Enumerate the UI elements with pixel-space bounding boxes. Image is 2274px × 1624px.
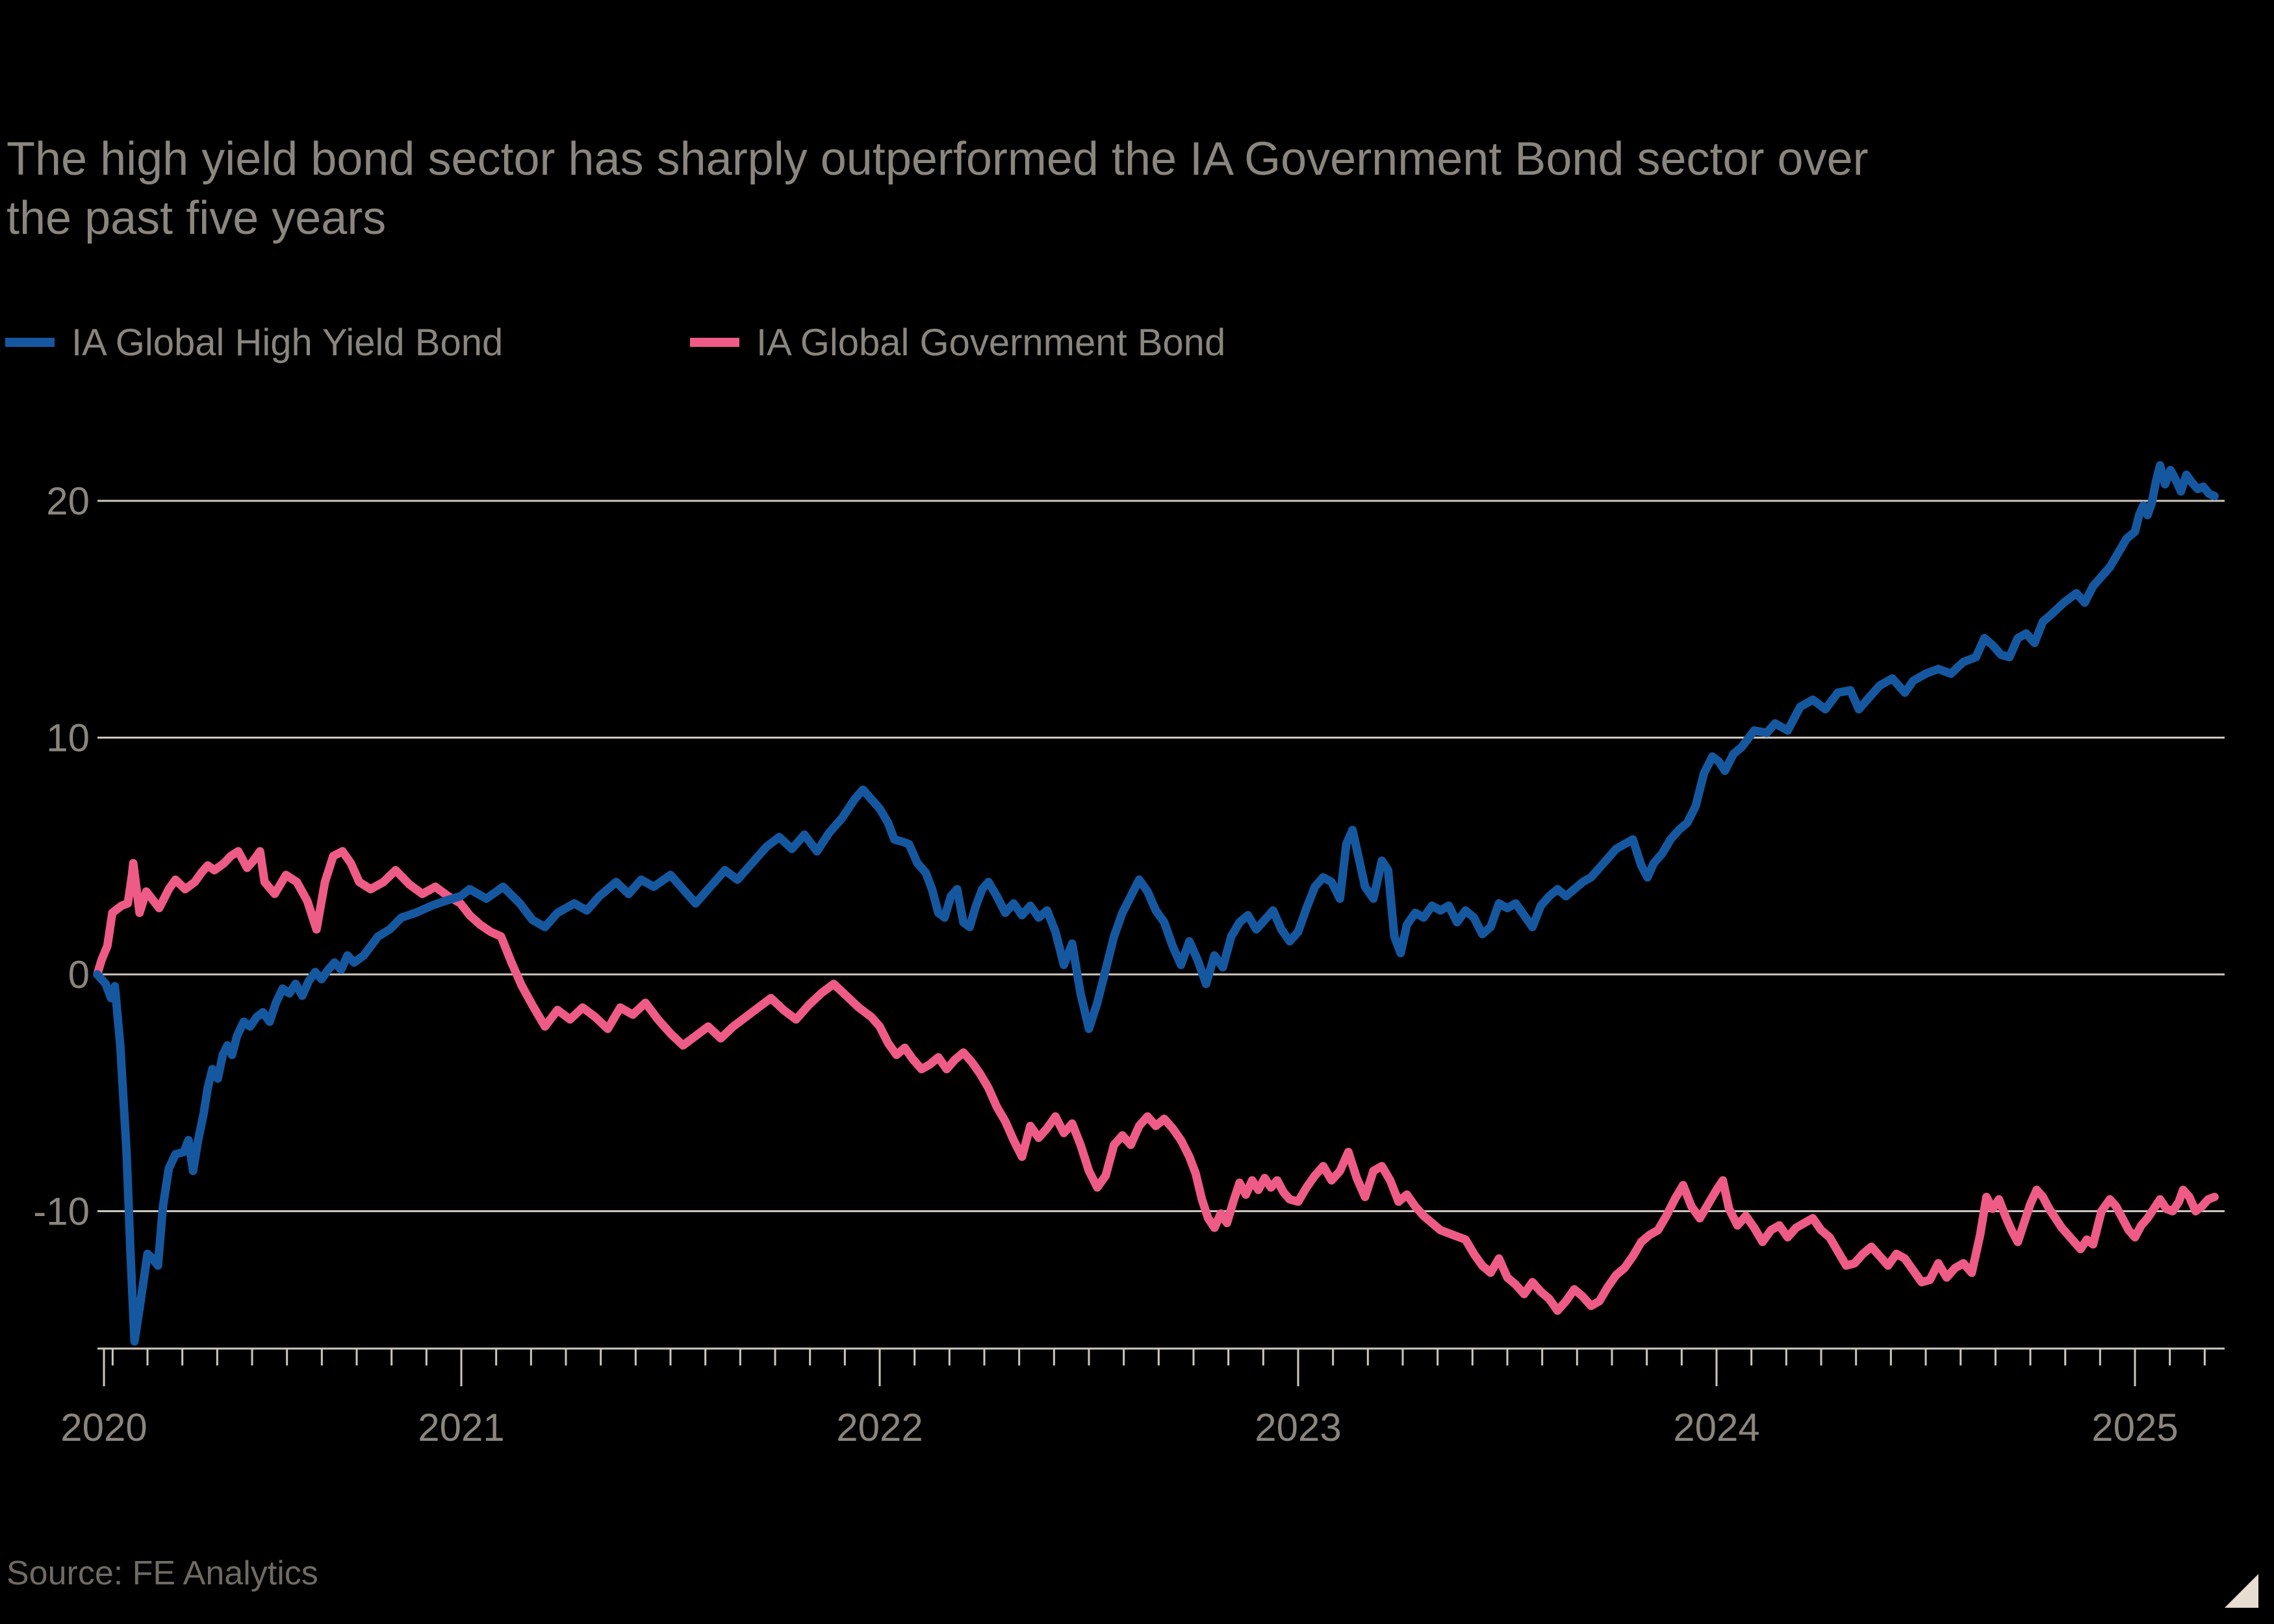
source-credit: Source: FE Analytics (6, 1554, 318, 1592)
legend-swatch-government-icon (690, 338, 739, 347)
y-axis-tick-label: 0 (68, 953, 90, 996)
x-axis-year-label: 2022 (836, 1406, 923, 1449)
series-line-government (93, 847, 2219, 1315)
x-axis-year-label: 2020 (60, 1406, 147, 1449)
legend-label-high-yield: IA Global High Yield Bond (71, 321, 504, 364)
y-axis-tick-label: -10 (33, 1190, 90, 1234)
chart-title-line-2: the past five years (6, 192, 387, 244)
y-axis-tick-label: 10 (46, 717, 90, 760)
x-axis-year-label: 2021 (418, 1406, 504, 1449)
y-axis-tick-label: 20 (46, 479, 90, 523)
legend-item-high-yield: IA Global High Yield Bond (5, 320, 503, 365)
x-axis-year-label: 2025 (2091, 1406, 2178, 1449)
x-axis-year-label: 2024 (1673, 1406, 1759, 1449)
series-line-high-yield (93, 461, 2219, 1346)
chart-title-line-1: The high yield bond sector has sharply o… (6, 133, 1869, 185)
chart-title: The high yield bond sector has sharply o… (6, 130, 2151, 247)
legend: IA Global High Yield Bond IA Global Gove… (0, 320, 2274, 365)
legend-item-government: IA Global Government Bond (690, 320, 1225, 365)
legend-label-government: IA Global Government Bond (756, 321, 1226, 364)
legend-swatch-high-yield-icon (5, 338, 55, 347)
x-axis-year-label: 2023 (1255, 1406, 1341, 1449)
